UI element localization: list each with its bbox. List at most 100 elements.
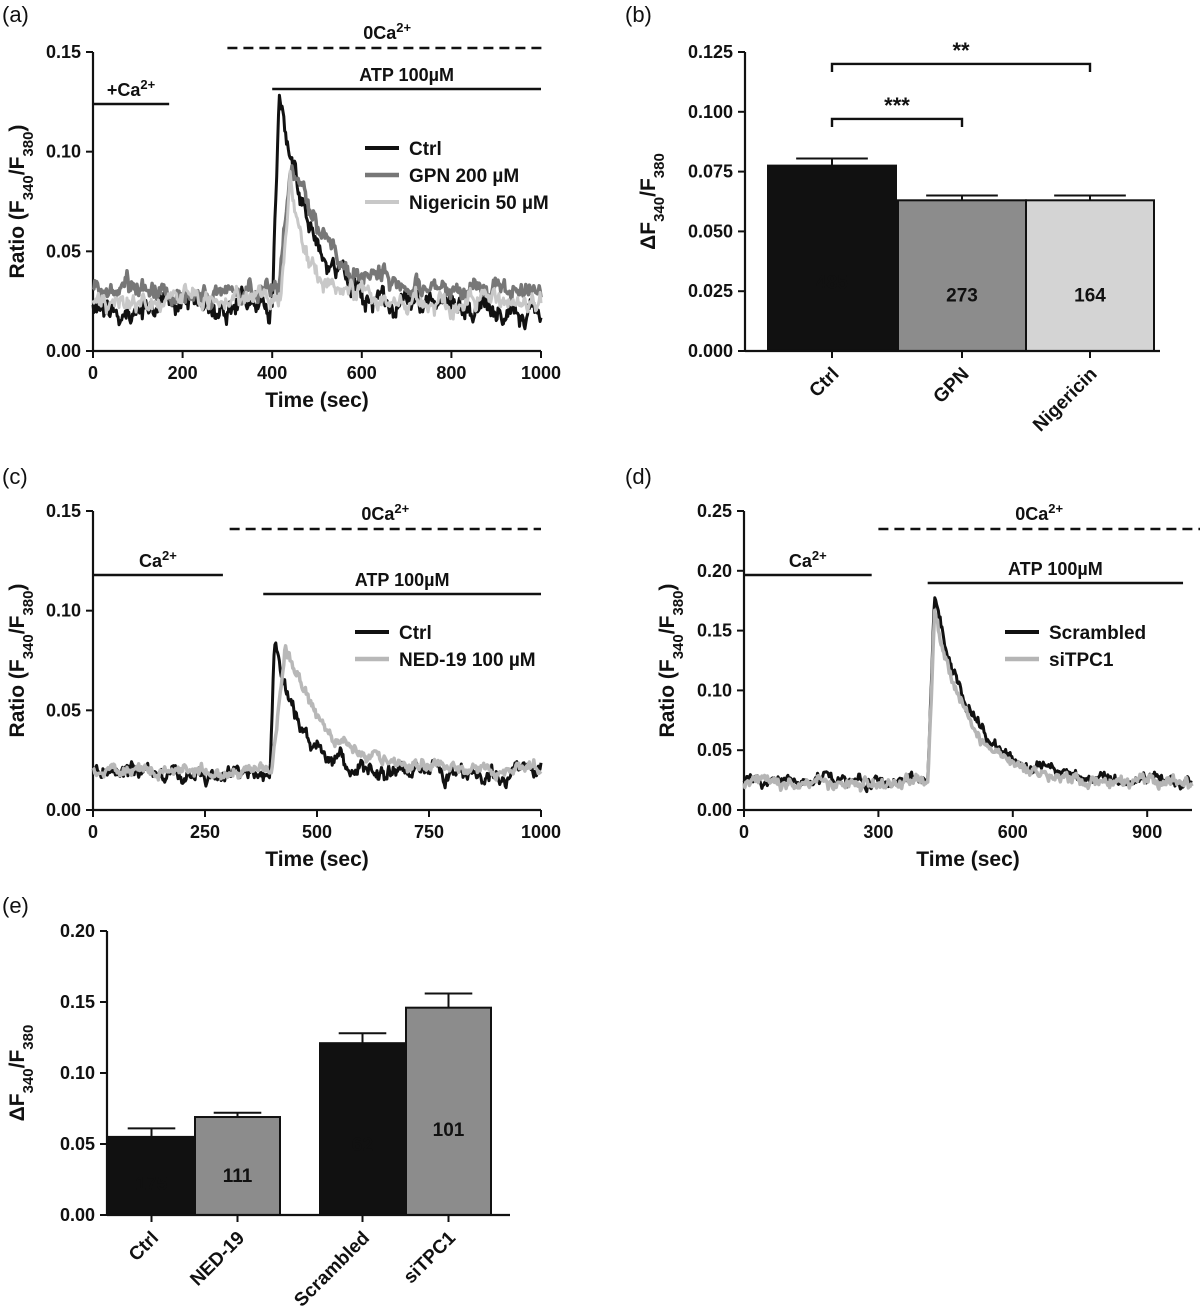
x-axis-label: Time (sec)	[916, 848, 1020, 871]
category-label: Nigericin	[1029, 364, 1101, 436]
x-tick-label: 300	[863, 822, 893, 842]
legend-label: Ctrl	[399, 623, 432, 644]
y-axis-label-part: /	[656, 628, 679, 634]
y-axis-label-part: F	[656, 615, 679, 628]
y-axis-label-part: F	[656, 659, 679, 672]
significance-label: **	[952, 38, 970, 63]
legend-label: siTPC1	[1049, 650, 1114, 671]
y-tick-label: 0.075	[688, 162, 733, 182]
y-axis-label-part: F	[6, 1050, 29, 1063]
y-axis-label-subscript: 380	[20, 132, 37, 157]
zero-calcium-label: 0Ca2+	[1015, 501, 1063, 525]
y-tick-label: 0.25	[697, 501, 732, 521]
y-axis-label-part: F	[6, 156, 29, 169]
bar-count-label: 164	[1074, 286, 1106, 307]
x-tick-label: 0	[739, 822, 749, 842]
bar	[319, 1042, 406, 1217]
atp-label: ATP 100µM	[359, 65, 454, 85]
zero-calcium-label-text: 0Ca	[361, 504, 395, 524]
x-tick-label: 1000	[521, 363, 561, 383]
x-tick-label: 1000	[521, 822, 561, 842]
y-tick-label: 0.10	[46, 142, 81, 162]
x-tick-label: 600	[347, 363, 377, 383]
y-axis-label-subscript: 380	[20, 591, 37, 616]
y-axis-label-part: /	[637, 191, 660, 197]
bar	[1025, 199, 1155, 352]
y-axis-label-part: /	[6, 1062, 29, 1068]
significance-bracket	[830, 62, 1092, 72]
y-axis-label: Ratio (F340/F380)	[656, 584, 687, 738]
y-axis-label-part: )	[6, 584, 29, 591]
trace-2	[742, 608, 1194, 793]
zero-calcium-label-superscript: 2+	[394, 501, 409, 516]
y-axis-label: Ratio (F340/F380)	[6, 125, 37, 279]
chart-c: (c) 0.00 0.05 0.10 0.15 0 250 500 750 1000 Time (s…	[2, 464, 561, 871]
zero-calcium-label: 0Ca2+	[361, 501, 409, 525]
calcium-label-superscript: 2+	[140, 77, 155, 92]
x-tick-label: 900	[1132, 822, 1162, 842]
y-tick-label: 0.00	[697, 800, 732, 820]
zero-calcium-label: 0Ca2+	[363, 20, 411, 44]
category-label: NED-19	[186, 1228, 249, 1291]
chart-a: (a) 0.00 0.05 0.10 0.15 0 200 400 600 800 1000 Time…	[2, 2, 561, 412]
y-axis-label-subscript: 340	[651, 197, 668, 222]
x-tick-label: 250	[190, 822, 220, 842]
legend-label: NED-19 100 µM	[399, 650, 536, 671]
y-tick-label: 0.20	[697, 561, 732, 581]
y-tick-label: 0.100	[688, 102, 733, 122]
legend-label: Ctrl	[409, 139, 442, 160]
y-axis-label-part: F	[637, 178, 660, 191]
calcium-label-text: Ca	[789, 551, 813, 571]
y-tick-label: 0.15	[46, 42, 81, 62]
y-tick-label: 0.00	[46, 341, 81, 361]
y-axis-label-subscript: 380	[20, 1025, 37, 1050]
y-tick-label: 0.05	[46, 241, 81, 261]
x-tick-label: 200	[168, 363, 198, 383]
y-axis-label-part: Ratio (	[656, 672, 679, 737]
category-label: GPN	[930, 364, 974, 408]
x-axis-label: Time (sec)	[265, 848, 369, 871]
zero-calcium-label-superscript: 2+	[396, 20, 411, 35]
y-tick-label: 0.10	[697, 680, 732, 700]
x-tick-label: 0	[88, 363, 98, 383]
legend-label: Nigericin 50 µM	[409, 193, 549, 214]
y-tick-label: 0.05	[46, 700, 81, 720]
y-axis-label-part: F	[6, 1093, 29, 1106]
y-axis-label-subscript: 380	[651, 153, 668, 178]
y-tick-label: 0.10	[46, 601, 81, 621]
bar	[897, 199, 1027, 352]
calcium-label-text: Ca	[139, 551, 163, 571]
bar-count-label: 101	[433, 1120, 465, 1141]
significance-bracket	[830, 117, 964, 127]
panel-label: (c)	[2, 464, 28, 489]
y-axis-label-part: Ratio (	[6, 672, 29, 737]
y-axis-label-subscript: 380	[670, 591, 687, 616]
chart-b: (b)0.0000.0250.0500.0750.1000.125ΔF340/F…	[625, 2, 1160, 436]
y-tick-label: 0.025	[688, 281, 733, 301]
y-axis-label-subscript: 340	[20, 634, 37, 659]
x-axis-label: Time (sec)	[265, 389, 369, 412]
significance-label: ***	[884, 93, 910, 118]
chart-d: (d) 0.00 0.05 0.10 0.15 0.20 0.25 0 300 600 900 Tim…	[625, 464, 1200, 871]
y-tick-label: 0.00	[60, 1205, 95, 1225]
y-axis-label: Ratio (F340/F380)	[6, 584, 37, 738]
zero-calcium-label-superscript: 2+	[1048, 501, 1063, 516]
y-tick-label: 0.05	[60, 1134, 95, 1154]
bar	[405, 1006, 492, 1216]
category-label: Ctrl	[806, 364, 844, 402]
y-axis-label-subscript: 340	[20, 175, 37, 200]
y-axis-label-part: Δ	[6, 1106, 29, 1121]
y-tick-label: 0.15	[697, 621, 732, 641]
bar-count-label: 485	[816, 273, 848, 294]
panel-label: (e)	[2, 893, 29, 918]
panel-label: (d)	[625, 464, 652, 489]
x-tick-label: 600	[998, 822, 1028, 842]
y-axis-label-part: /	[6, 169, 29, 175]
calcium-label-text: +Ca	[107, 80, 142, 100]
y-axis-label-part: /	[6, 628, 29, 634]
calcium-label-superscript: 2+	[162, 548, 177, 563]
panel-label: (b)	[625, 2, 652, 27]
y-axis-label-part: Δ	[637, 235, 660, 250]
y-axis-label-part: )	[6, 125, 29, 132]
